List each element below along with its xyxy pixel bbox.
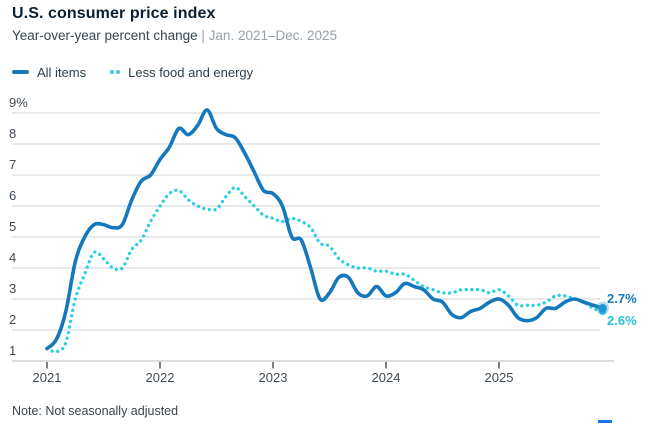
end-value-label-all-items: 2.7%	[607, 291, 637, 306]
brand-logo-partial	[598, 420, 612, 423]
y-axis-label: 5	[9, 219, 17, 234]
all-items-line	[45, 108, 605, 351]
all-items-line-swatch	[12, 70, 29, 74]
footnote: Note: Not seasonally adjusted	[12, 404, 179, 418]
y-axis-label: 3	[9, 281, 17, 296]
core-cpi-dotted-line	[45, 185, 605, 354]
y-axis-label: 6	[9, 188, 17, 203]
chart-title: U.S. consumer price index	[12, 5, 216, 22]
end-value-label-core: 2.6%	[607, 313, 637, 328]
chart-subtitle: Year-over-year percent change | Jan. 202…	[12, 28, 337, 43]
x-axis-label: 2022	[145, 370, 175, 385]
legend: All items Less food and energy	[12, 64, 253, 80]
x-axis-label: 2021	[32, 370, 62, 385]
y-axis-label: 8	[9, 126, 17, 141]
legend-item-all-items[interactable]: All items	[12, 65, 86, 80]
x-axis-label: 2025	[484, 370, 514, 385]
x-axis-label: 2023	[258, 370, 288, 385]
y-axis-label: 2	[9, 312, 17, 327]
x-axis-label: 2024	[371, 370, 401, 385]
core-dotted-swatch	[110, 70, 121, 74]
y-axis-label: 7	[9, 157, 17, 172]
subtitle-separator: |	[201, 28, 205, 43]
legend-item-less-food-energy[interactable]: Less food and energy	[110, 65, 253, 80]
subtitle-measure: Year-over-year percent change	[12, 28, 198, 43]
legend-label: Less food and energy	[128, 64, 254, 80]
subtitle-date-range: Jan. 2021–Dec. 2025	[208, 28, 338, 43]
y-axis-label: 9%	[9, 95, 28, 110]
all-items-end-dot	[598, 304, 607, 313]
y-axis-label: 1	[9, 343, 17, 358]
legend-label: All items	[37, 64, 87, 80]
y-axis-label: 4	[9, 250, 17, 265]
